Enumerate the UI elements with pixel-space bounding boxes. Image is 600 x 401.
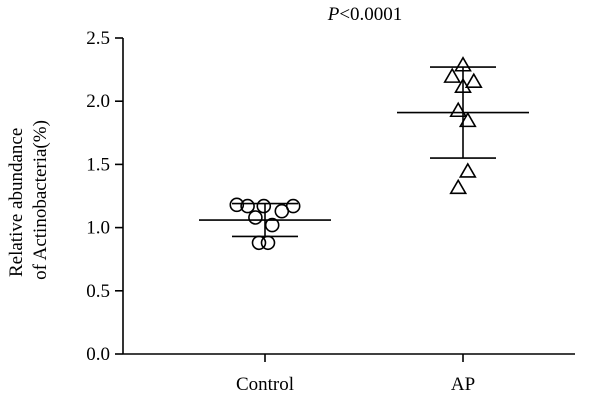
y-tick-label: 1.5 [86,154,110,175]
data-point-triangle [449,101,468,118]
p-value-text: <0.0001 [339,4,402,25]
y-tick-label: 0.0 [86,344,110,365]
data-point-circle [285,198,301,214]
p-value-symbol: P [327,4,340,25]
y-tick-label: 2.5 [86,28,110,49]
data-point-circle [260,235,276,251]
y-tick-label: 0.5 [86,281,110,302]
tick-group: 0.0 0.5 1.0 1.5 2.0 2.5 Control AP [86,28,475,395]
data-point-circle [248,210,263,225]
data-point-triangle [464,72,483,88]
data-point-triangle [449,178,468,195]
y-tick-label: 2.0 [86,91,110,112]
data-point-circle [240,198,255,214]
y-axis-title-line2: of Actinobacteria(%) [30,120,51,280]
data-point-circle [256,198,272,214]
data-group [199,56,529,251]
x-tick-label: AP [451,374,475,395]
y-axis-title: Relative abundance of Actinobacteria(%) [6,120,51,280]
axes [122,38,575,355]
y-axis-title-line1: Relative abundance [6,128,27,277]
x-tick-label: Control [236,374,294,395]
group-ap [397,56,529,195]
data-point-triangle [458,162,477,178]
data-point-circle [229,197,245,213]
data-point-triangle [443,67,462,83]
p-value-annotation: P<0.0001 [327,4,403,25]
data-point-triangle [458,111,477,128]
y-tick-label: 1.0 [86,218,110,239]
group-control [199,197,331,251]
